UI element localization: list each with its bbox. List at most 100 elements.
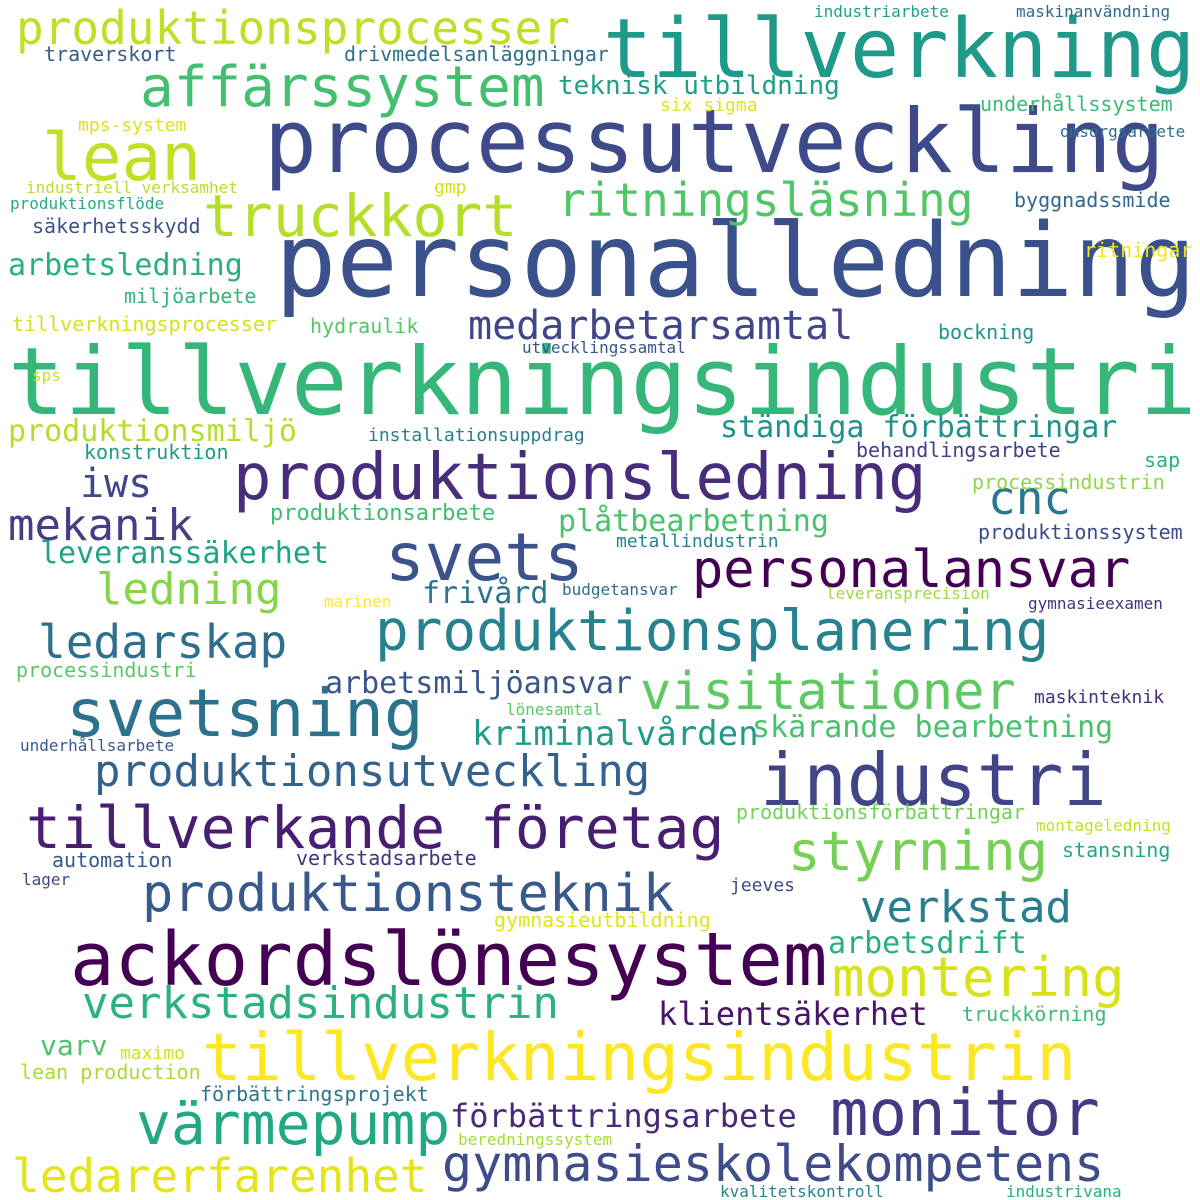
word-industriarbete: industriarbete: [814, 2, 949, 21]
word-truckkorning: truckkörning: [962, 1002, 1107, 1026]
word-lager: lager: [22, 870, 71, 889]
word-montering: montering: [832, 946, 1125, 1009]
word-ackordslonesystem: ackordslönesystem: [70, 917, 828, 1003]
word-lonesamtal: lönesamtal: [506, 700, 603, 719]
word-arbetsmiljoansvar: arbetsmiljöansvar: [325, 666, 633, 701]
word-personalledning: personalledning: [275, 202, 1197, 321]
word-verkstad: verkstad: [860, 882, 1072, 933]
word-tillverkningsindustrin: tillverkningsindustrin: [202, 1019, 1077, 1096]
word-styrning: styrning: [788, 820, 1049, 883]
word-produktionsledning: produktionsledning: [233, 441, 927, 515]
word-produktionsteknik: produktionsteknik: [142, 864, 675, 924]
word-skarande-bearbetning: skärande bearbetning: [752, 710, 1114, 745]
word-processindustrin: processindustrin: [972, 470, 1165, 494]
word-sap: sap: [1144, 448, 1181, 472]
word-produktionsprocesser: produktionsprocesser: [16, 1, 570, 55]
word-bockning: bockning: [938, 320, 1035, 344]
word-verkstadsindustrin: verkstadsindustrin: [82, 978, 559, 1029]
word-affarssystem: affärssystem: [140, 55, 545, 120]
word-konstruktion: konstruktion: [84, 440, 229, 464]
word-underhallsarbete: underhållsarbete: [20, 736, 175, 755]
word-produktionsarbete: produktionsarbete: [270, 501, 496, 526]
word-maskinanvandning: maskinanvändning: [1016, 2, 1171, 21]
word-industrivana: industrivana: [1006, 1182, 1122, 1200]
word-svetsning: svetsning: [66, 675, 424, 752]
word-produktionsmiljo: produktionsmiljö: [8, 414, 297, 449]
word-standiga-forbattringar: ständiga förbättringar: [720, 410, 1118, 445]
word-miljoarbete: miljöarbete: [124, 284, 257, 308]
word-varv: varv: [40, 1029, 108, 1062]
word-sps: sps: [32, 366, 61, 385]
word-maskinteknik: maskinteknik: [1034, 687, 1165, 708]
word-metallindustrin: metallindustrin: [616, 531, 779, 552]
word-processutveckling: processutveckling: [264, 90, 1165, 193]
word-beredningssystem: beredningssystem: [458, 1130, 613, 1149]
word-varmepump: värmepump: [136, 1090, 451, 1158]
word-drivmedelsanlaggningar: drivmedelsanläggningar: [344, 42, 609, 66]
word-maximo: maximo: [120, 1043, 186, 1064]
word-jeeves: jeeves: [730, 875, 796, 896]
word-montageledning: montageledning: [1036, 816, 1171, 835]
word-gymnasieexamen: gymnasieexamen: [1028, 594, 1163, 613]
word-tillverkningsprocesser: tillverkningsprocesser: [12, 312, 277, 336]
word-underhallssystem: underhållssystem: [980, 92, 1173, 116]
word-produktionssystem: produktionssystem: [978, 520, 1183, 544]
word-industri: industri: [760, 738, 1107, 822]
word-cnc: cnc: [988, 471, 1072, 525]
word-mps-system: mps-system: [78, 115, 187, 136]
word-ritningslasning: ritningsläsning: [558, 173, 974, 227]
word-ledarskap: ledarskap: [38, 615, 288, 669]
word-verkstadsarbete: verkstadsarbete: [296, 846, 477, 870]
word-arbetsledning: arbetsledning: [8, 248, 243, 283]
word-leveranssakerhet: leveranssäkerhet: [40, 536, 329, 571]
word-kvalitetskontroll: kvalitetskontroll: [720, 1182, 884, 1200]
word-produktionsflode: produktionsflöde: [10, 194, 165, 213]
word-leveransprecision: leveransprecision: [826, 584, 990, 603]
word-gymnasieskolekompetens: gymnasieskolekompetens: [442, 1135, 1105, 1193]
word-visitationer: visitationer: [640, 662, 1016, 722]
word-budgetansvar: budgetansvar: [562, 580, 678, 599]
word-gmp: gmp: [434, 177, 467, 198]
word-automation: automation: [52, 848, 173, 872]
word-lean-production: lean production: [20, 1060, 201, 1084]
word-tillverkande-foretag: tillverkande företag: [26, 794, 725, 862]
word-behandlingsarbete: behandlingsarbete: [856, 438, 1061, 462]
word-hydraulik: hydraulik: [310, 314, 419, 338]
word-frivard: frivård: [422, 576, 549, 611]
word-mekanik: mekanik: [8, 500, 194, 551]
word-stansning: stansning: [1062, 838, 1171, 862]
word-forbattringsarbete: förbättringsarbete: [450, 1097, 797, 1135]
word-tillverkningsindustri: tillverkningsindustri: [8, 328, 1197, 437]
word-produktionsforbattringar: produktionsförbättringar: [736, 800, 1025, 824]
word-gymnasieutbildning: gymnasieutbildning: [494, 908, 711, 932]
word-tillverkning: tillverkning: [603, 2, 1196, 97]
word-utvecklingssamtal: utvecklingssamtal: [522, 338, 686, 357]
word-teknisk-utbildning: teknisk utbildning: [558, 71, 840, 101]
word-truckkort: truckkort: [203, 182, 518, 250]
word-ledarerfarenhet: ledarerfarenhet: [12, 1149, 428, 1200]
word-omsorgsarbete: omsorgsarbete: [1060, 122, 1186, 141]
word-monitor: monitor: [830, 1077, 1100, 1151]
word-six-sigma: six sigma: [660, 95, 758, 116]
word-arbetsdrift: arbetsdrift: [828, 926, 1027, 961]
word-traverskort: traverskort: [44, 42, 177, 66]
word-ledning: ledning: [96, 564, 282, 615]
word-produktionsutveckling: produktionsutveckling: [94, 746, 651, 797]
word-sakerhetsskydd: säkerhetsskydd: [32, 214, 201, 238]
word-processindustri: processindustri: [16, 658, 197, 682]
word-svets: svets: [385, 519, 584, 596]
word-lean: lean: [42, 119, 201, 196]
word-industriell-verksamhet: industriell verksamhet: [26, 178, 238, 197]
word-platbearbetning: plåtbearbetning: [558, 504, 829, 539]
word-kriminalvarden: kriminalvården: [472, 714, 759, 754]
word-ritningar: ritningar: [1084, 238, 1193, 262]
word-marinen: marinen: [324, 592, 392, 611]
word-produktionsplanering: produktionsplanering: [375, 599, 1050, 664]
word-forbattringsprojekt: förbättringsprojekt: [200, 1082, 429, 1106]
word-iws: iws: [80, 461, 153, 507]
word-byggnadssmide: byggnadssmide: [1014, 188, 1171, 212]
word-installationsuppdrag: installationsuppdrag: [368, 425, 585, 446]
word-medarbetarsamtal: medarbetarsamtal: [468, 303, 854, 349]
word-personalansvar: personalansvar: [692, 540, 1131, 600]
